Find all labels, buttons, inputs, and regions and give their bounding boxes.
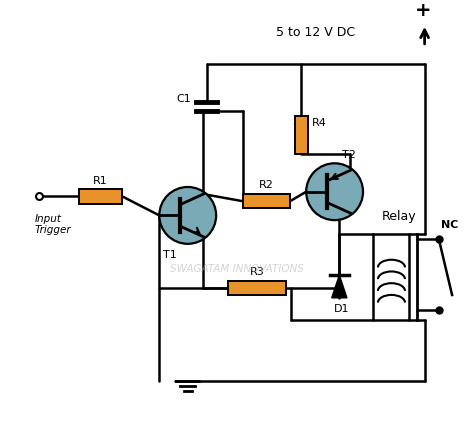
Bar (295, 116, 308, 154)
Polygon shape (332, 275, 347, 298)
Text: NC: NC (441, 220, 458, 230)
Text: R4: R4 (312, 119, 327, 129)
Text: T2: T2 (342, 150, 356, 160)
Text: R3: R3 (249, 267, 264, 277)
Bar (243, 194, 290, 208)
Text: C1: C1 (177, 94, 191, 104)
Text: R2: R2 (259, 180, 274, 190)
Text: SWAGATAM INNOVATIONS: SWAGATAM INNOVATIONS (170, 264, 304, 274)
Circle shape (159, 187, 216, 244)
Text: R1: R1 (93, 175, 108, 186)
Text: D1: D1 (334, 304, 349, 313)
Bar (228, 281, 286, 295)
Text: 5 to 12 V DC: 5 to 12 V DC (276, 26, 355, 39)
Text: Relay: Relay (382, 210, 416, 223)
Text: Input
Trigger: Input Trigger (34, 214, 71, 235)
Text: +: + (414, 1, 431, 20)
Bar (374, 234, 410, 319)
Circle shape (306, 163, 363, 220)
Bar (79, 189, 122, 203)
Text: T1: T1 (163, 249, 177, 260)
